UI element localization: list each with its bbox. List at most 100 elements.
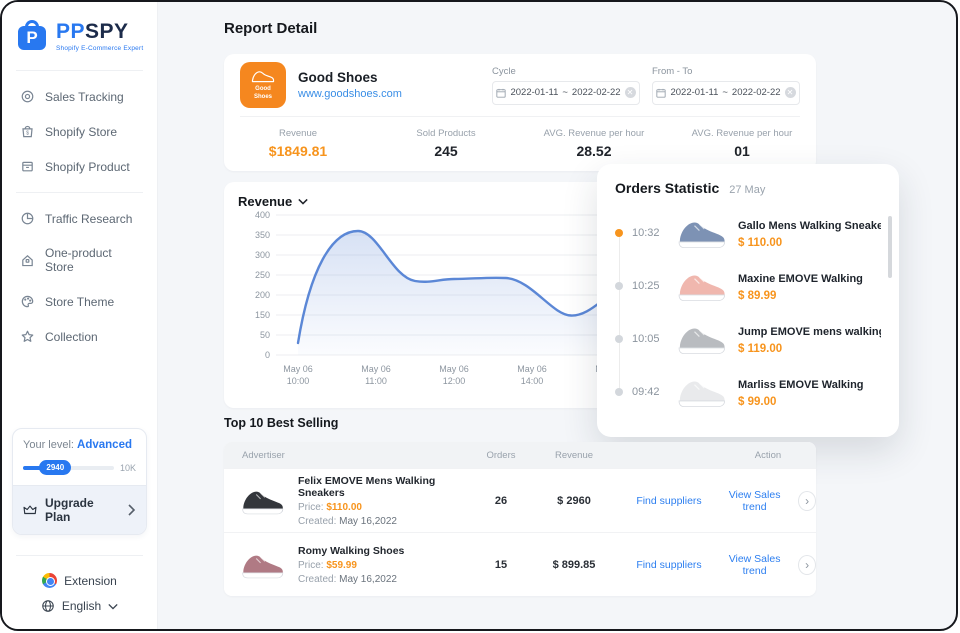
store-summary-card: Good Shoes Good Shoes www.goodshoes.com C… — [224, 54, 816, 171]
level-progress: 2940 10K — [13, 459, 146, 485]
chevron-right-button[interactable]: › — [798, 490, 816, 511]
sidebar: P PPSPY Shopify E-Commerce Expert Sales … — [2, 2, 158, 629]
product-name: Romy Walking Shoes — [298, 544, 405, 557]
order-item[interactable]: 10:05 Jump EMOVE mens walking s... $ 119… — [615, 312, 881, 365]
divider — [16, 70, 143, 71]
progress-badge: 2940 — [39, 460, 72, 475]
brand-tagline: Shopify E-Commerce Expert — [56, 45, 144, 52]
svg-text:May 06: May 06 — [361, 364, 391, 374]
order-product-name: Gallo Mens Walking Sneakers... — [738, 220, 881, 232]
svg-text:11:00: 11:00 — [365, 376, 387, 386]
scrollbar-thumb[interactable] — [888, 216, 892, 278]
column-orders: Orders — [486, 449, 516, 461]
brand-bag-icon: P — [16, 18, 50, 52]
chevron-down-icon — [108, 603, 118, 610]
brand-name: PPSPY — [56, 20, 129, 43]
orders-panel-title: Orders Statistic — [615, 180, 720, 196]
box-icon — [22, 161, 33, 172]
progress-max-label: 10K — [119, 463, 136, 473]
clear-icon[interactable]: ✕ — [624, 87, 636, 98]
price-label: Price: — [298, 501, 324, 513]
stats-row: Revenue $1849.81 Sold Products 245 AVG. … — [224, 117, 816, 170]
chart-title: Revenue — [238, 194, 293, 209]
sidebar-item-label: Shopify Product — [45, 159, 130, 174]
order-time: 10:05 — [632, 332, 660, 345]
sidebar-item-one-product-store[interactable]: One-product Store — [2, 236, 157, 284]
sidebar-item-label: Traffic Research — [45, 211, 133, 226]
product-shoe-image — [239, 483, 285, 519]
product-shoe-image — [675, 214, 727, 252]
store-name: Good Shoes — [298, 70, 378, 85]
language-label: English — [61, 599, 102, 613]
extension-link[interactable]: Extension — [2, 564, 157, 597]
star-icon — [21, 330, 34, 342]
orders-timeline: 10:32 Gallo Mens Walking Sneakers... $ 1… — [615, 206, 881, 418]
svg-text:12:00: 12:00 — [443, 376, 466, 386]
table-header: Advertiser Orders Revenue Action — [224, 442, 816, 468]
sidebar-item-traffic-research[interactable]: Traffic Research — [2, 201, 157, 236]
cycle-end-date: 2022-02-22 — [571, 87, 621, 98]
table-row: Felix EMOVE Mens Walking Sneakers Price:… — [224, 468, 816, 532]
chart-metric-dropdown[interactable]: Revenue — [238, 194, 802, 209]
sidebar-item-label: Collection — [45, 329, 98, 344]
product-created: May 16,2022 — [339, 573, 397, 585]
store-logo-text: Good Shoes — [253, 86, 272, 100]
order-time: 10:32 — [632, 226, 660, 239]
store-logo: Good Shoes — [240, 62, 286, 108]
find-suppliers-link[interactable]: Find suppliers — [636, 558, 702, 571]
calendar-icon — [656, 88, 667, 98]
extension-label: Extension — [64, 573, 117, 588]
timeline-dot — [615, 228, 623, 237]
from-to-date-range-picker[interactable]: 2022-01-11 ~ 2022-02-22 ✕ — [652, 80, 800, 105]
order-time: 09:42 — [632, 385, 660, 398]
order-item[interactable]: 10:25 Maxine EMOVE Walking $ 89.99 — [615, 259, 881, 312]
order-product-name: Jump EMOVE mens walking s... — [738, 326, 881, 338]
svg-text:350: 350 — [255, 230, 270, 240]
sidebar-item-sales-tracking[interactable]: Sales Tracking — [2, 79, 157, 114]
timeline-dot — [615, 387, 623, 396]
sidebar-item-store-theme[interactable]: Store Theme — [2, 284, 157, 319]
to-date: 2022-02-22 — [731, 87, 781, 98]
sidebar-item-collection[interactable]: Collection — [2, 319, 157, 354]
svg-text:50: 50 — [260, 330, 270, 340]
cycle-start-date: 2022-01-11 — [510, 87, 559, 98]
upgrade-plan-button[interactable]: Upgrade Plan — [13, 485, 146, 534]
shop-bag-icon: $ — [22, 125, 33, 138]
sidebar-item-label: Sales Tracking — [45, 89, 124, 104]
product-shoe-image — [675, 373, 727, 411]
clear-icon[interactable]: ✕ — [784, 87, 796, 98]
language-selector[interactable]: English — [2, 597, 157, 629]
find-suppliers-link[interactable]: Find suppliers — [636, 494, 702, 507]
column-action: Action — [754, 449, 782, 461]
sidebar-item-label: One-product Store — [45, 246, 112, 274]
store-url-link[interactable]: www.goodshoes.com — [298, 88, 402, 100]
view-sales-trend-link[interactable]: View Sales trend — [728, 488, 781, 513]
from-date: 2022-01-11 — [670, 87, 719, 98]
svg-text:150: 150 — [255, 310, 270, 320]
sidebar-item-shopify-store[interactable]: $ Shopify Store — [2, 114, 157, 149]
divider — [16, 555, 143, 556]
palette-icon — [21, 295, 34, 308]
created-label: Created: — [298, 573, 337, 585]
order-item[interactable]: 09:42 Marliss EMOVE Walking $ 99.00 — [615, 365, 881, 418]
svg-text:May 06: May 06 — [439, 364, 469, 374]
product-shoe-image — [675, 267, 727, 305]
level-label: Your level: — [23, 439, 74, 451]
order-item[interactable]: 10:32 Gallo Mens Walking Sneakers... $ 1… — [615, 206, 881, 259]
product-created: May 16,2022 — [339, 515, 397, 527]
svg-text:250: 250 — [255, 270, 270, 280]
cycle-date-range-picker[interactable]: 2022-01-11 ~ 2022-02-22 ✕ — [492, 80, 640, 105]
revenue-value: $ 2960 — [557, 494, 591, 507]
order-price: $ 119.00 — [738, 343, 783, 355]
timeline-line — [618, 232, 620, 392]
sidebar-item-shopify-product[interactable]: Shopify Product — [2, 149, 157, 184]
svg-text:0: 0 — [265, 350, 270, 360]
view-sales-trend-link[interactable]: View Sales trend — [728, 552, 781, 577]
svg-text:May 06: May 06 — [517, 364, 547, 374]
column-revenue: Revenue — [554, 449, 594, 461]
progress-fill — [23, 466, 47, 470]
level-value: Advanced — [77, 439, 132, 451]
brand-logo[interactable]: P PPSPY Shopify E-Commerce Expert — [2, 2, 157, 62]
chevron-right-button[interactable]: › — [798, 554, 816, 575]
order-price: $ 89.99 — [738, 290, 777, 302]
